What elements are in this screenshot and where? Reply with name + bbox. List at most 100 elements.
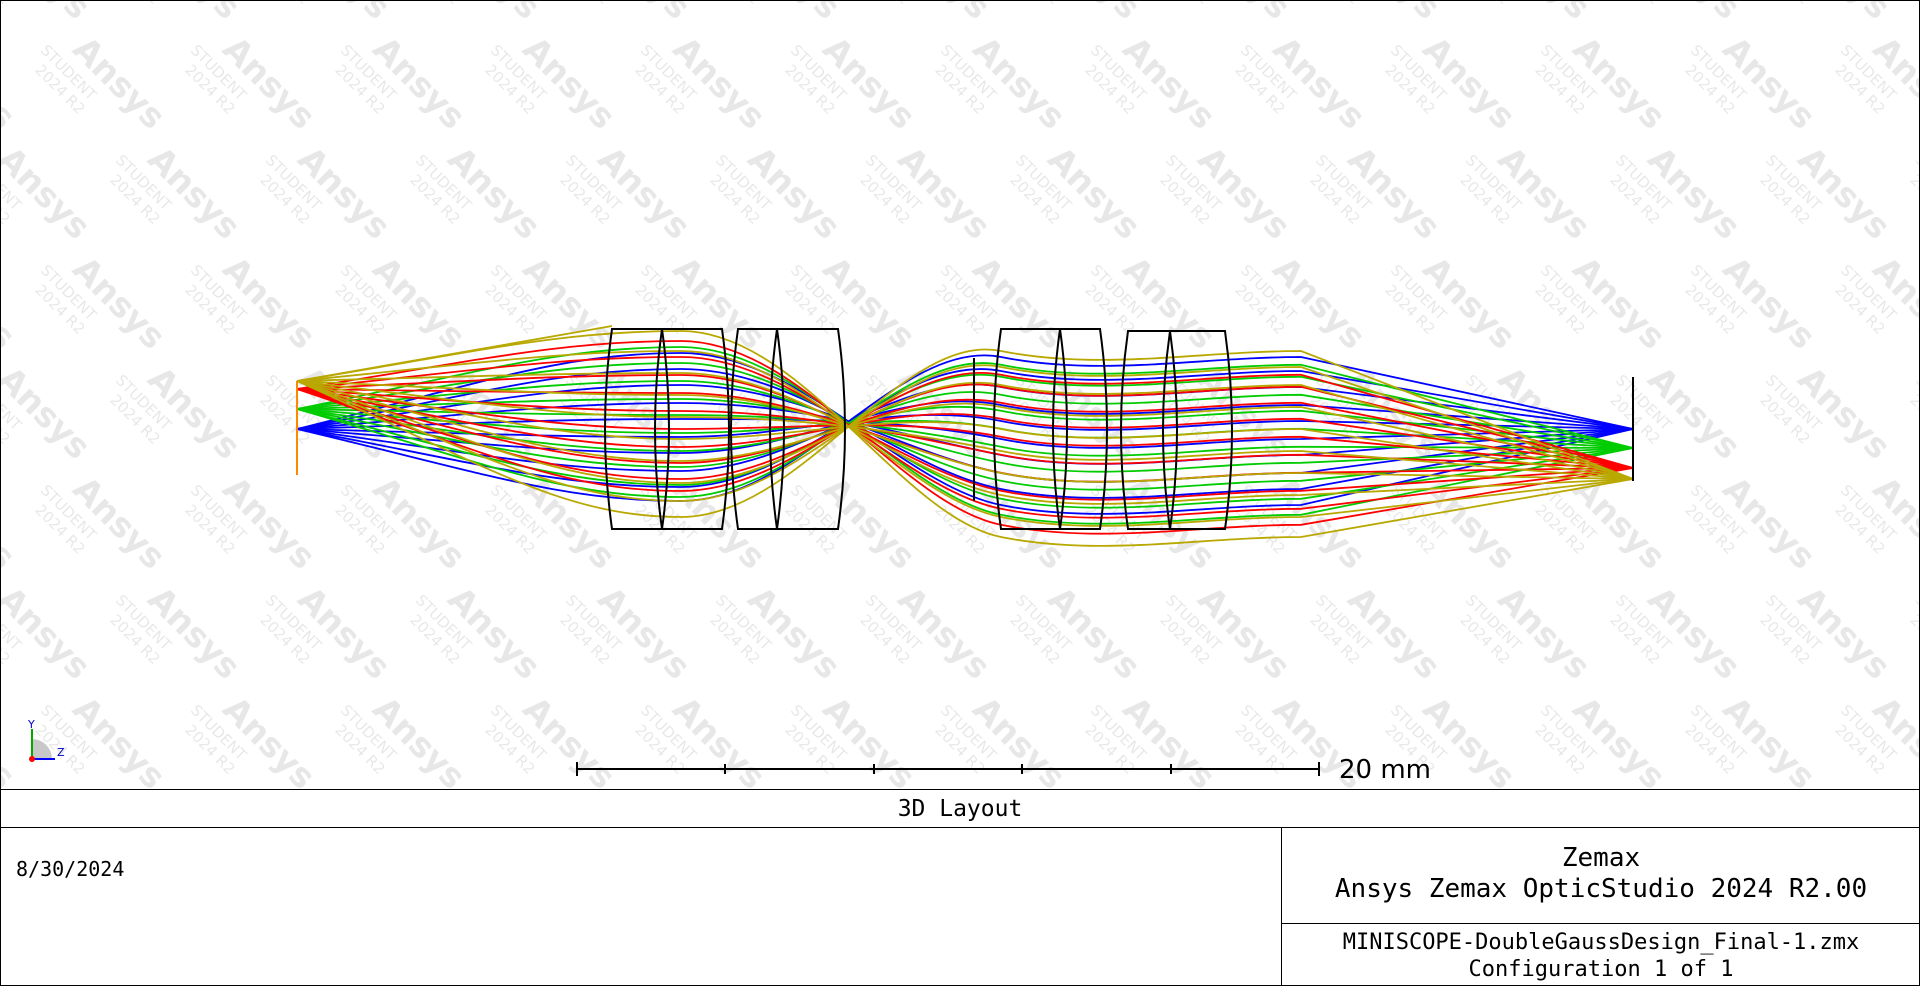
watermark-sub2: 2024 R2 (1906, 611, 1919, 668)
watermark-brand: Ansys (1, 249, 23, 357)
watermark-sub2: 2024 R2 (256, 1, 313, 8)
scale-bar: 20 mm (576, 755, 1431, 785)
info-right-box: Zemax Ansys Zemax OpticStudio 2024 R2.00… (1281, 827, 1920, 985)
watermark-brand: Ansys (1040, 1, 1148, 27)
lens-element (1168, 330, 1233, 530)
watermark-sub2: 2024 R2 (1156, 1, 1213, 8)
watermark-brand: Ansys (890, 1, 998, 27)
watermark-brand: Ansys (140, 1, 248, 27)
axis-z-label: Z (57, 746, 65, 759)
ray (296, 364, 1634, 502)
watermark-sub2: 2024 R2 (1306, 1, 1363, 8)
watermark-sub2: 2024 R2 (406, 1, 463, 8)
vendor-box: Zemax Ansys Zemax OpticStudio 2024 R2.00 (1282, 827, 1920, 924)
ray (296, 380, 1634, 480)
ray (296, 346, 1634, 525)
watermark-brand: Ansys (1, 469, 23, 577)
ray (296, 380, 1634, 484)
date-label: 8/30/2024 (16, 857, 125, 881)
watermark-sub2: 2024 R2 (856, 1, 913, 8)
file-name: MINISCOPE-DoubleGaussDesign_Final-1.zmx (1342, 930, 1860, 955)
axis-y-label: Y (27, 718, 35, 731)
watermark-brand: Ansys (590, 1, 698, 27)
watermark-sub2: 2024 R2 (1606, 1, 1663, 8)
vendor-line2: Ansys Zemax OpticStudio 2024 R2.00 (1334, 874, 1868, 904)
plot-title: 3D Layout (1, 789, 1919, 828)
lens-element (660, 328, 730, 530)
lens-element (775, 328, 846, 530)
watermark-sub2: 2024 R2 (1906, 391, 1919, 448)
watermark-brand: Ansys (290, 1, 398, 27)
watermark-sub2: 2024 R2 (106, 1, 163, 8)
file-box: MINISCOPE-DoubleGaussDesign_Final-1.zmx … (1282, 924, 1920, 985)
lens-elements (604, 328, 1634, 530)
watermark-sub2: 2024 R2 (556, 1, 613, 8)
ray (296, 372, 1634, 505)
lens-element (1058, 328, 1108, 530)
ray-traces (296, 325, 1634, 547)
watermark-brand: Ansys (1, 29, 23, 137)
watermark-brand: Ansys (1790, 1, 1898, 27)
watermark-brand: Ansys (1190, 1, 1298, 27)
watermark-sub2: 2024 R2 (1756, 1, 1813, 8)
watermark-brand: Ansys (1340, 1, 1448, 27)
watermark-brand: Ansys (1490, 1, 1598, 27)
watermark-brand: Ansys (1, 689, 23, 789)
